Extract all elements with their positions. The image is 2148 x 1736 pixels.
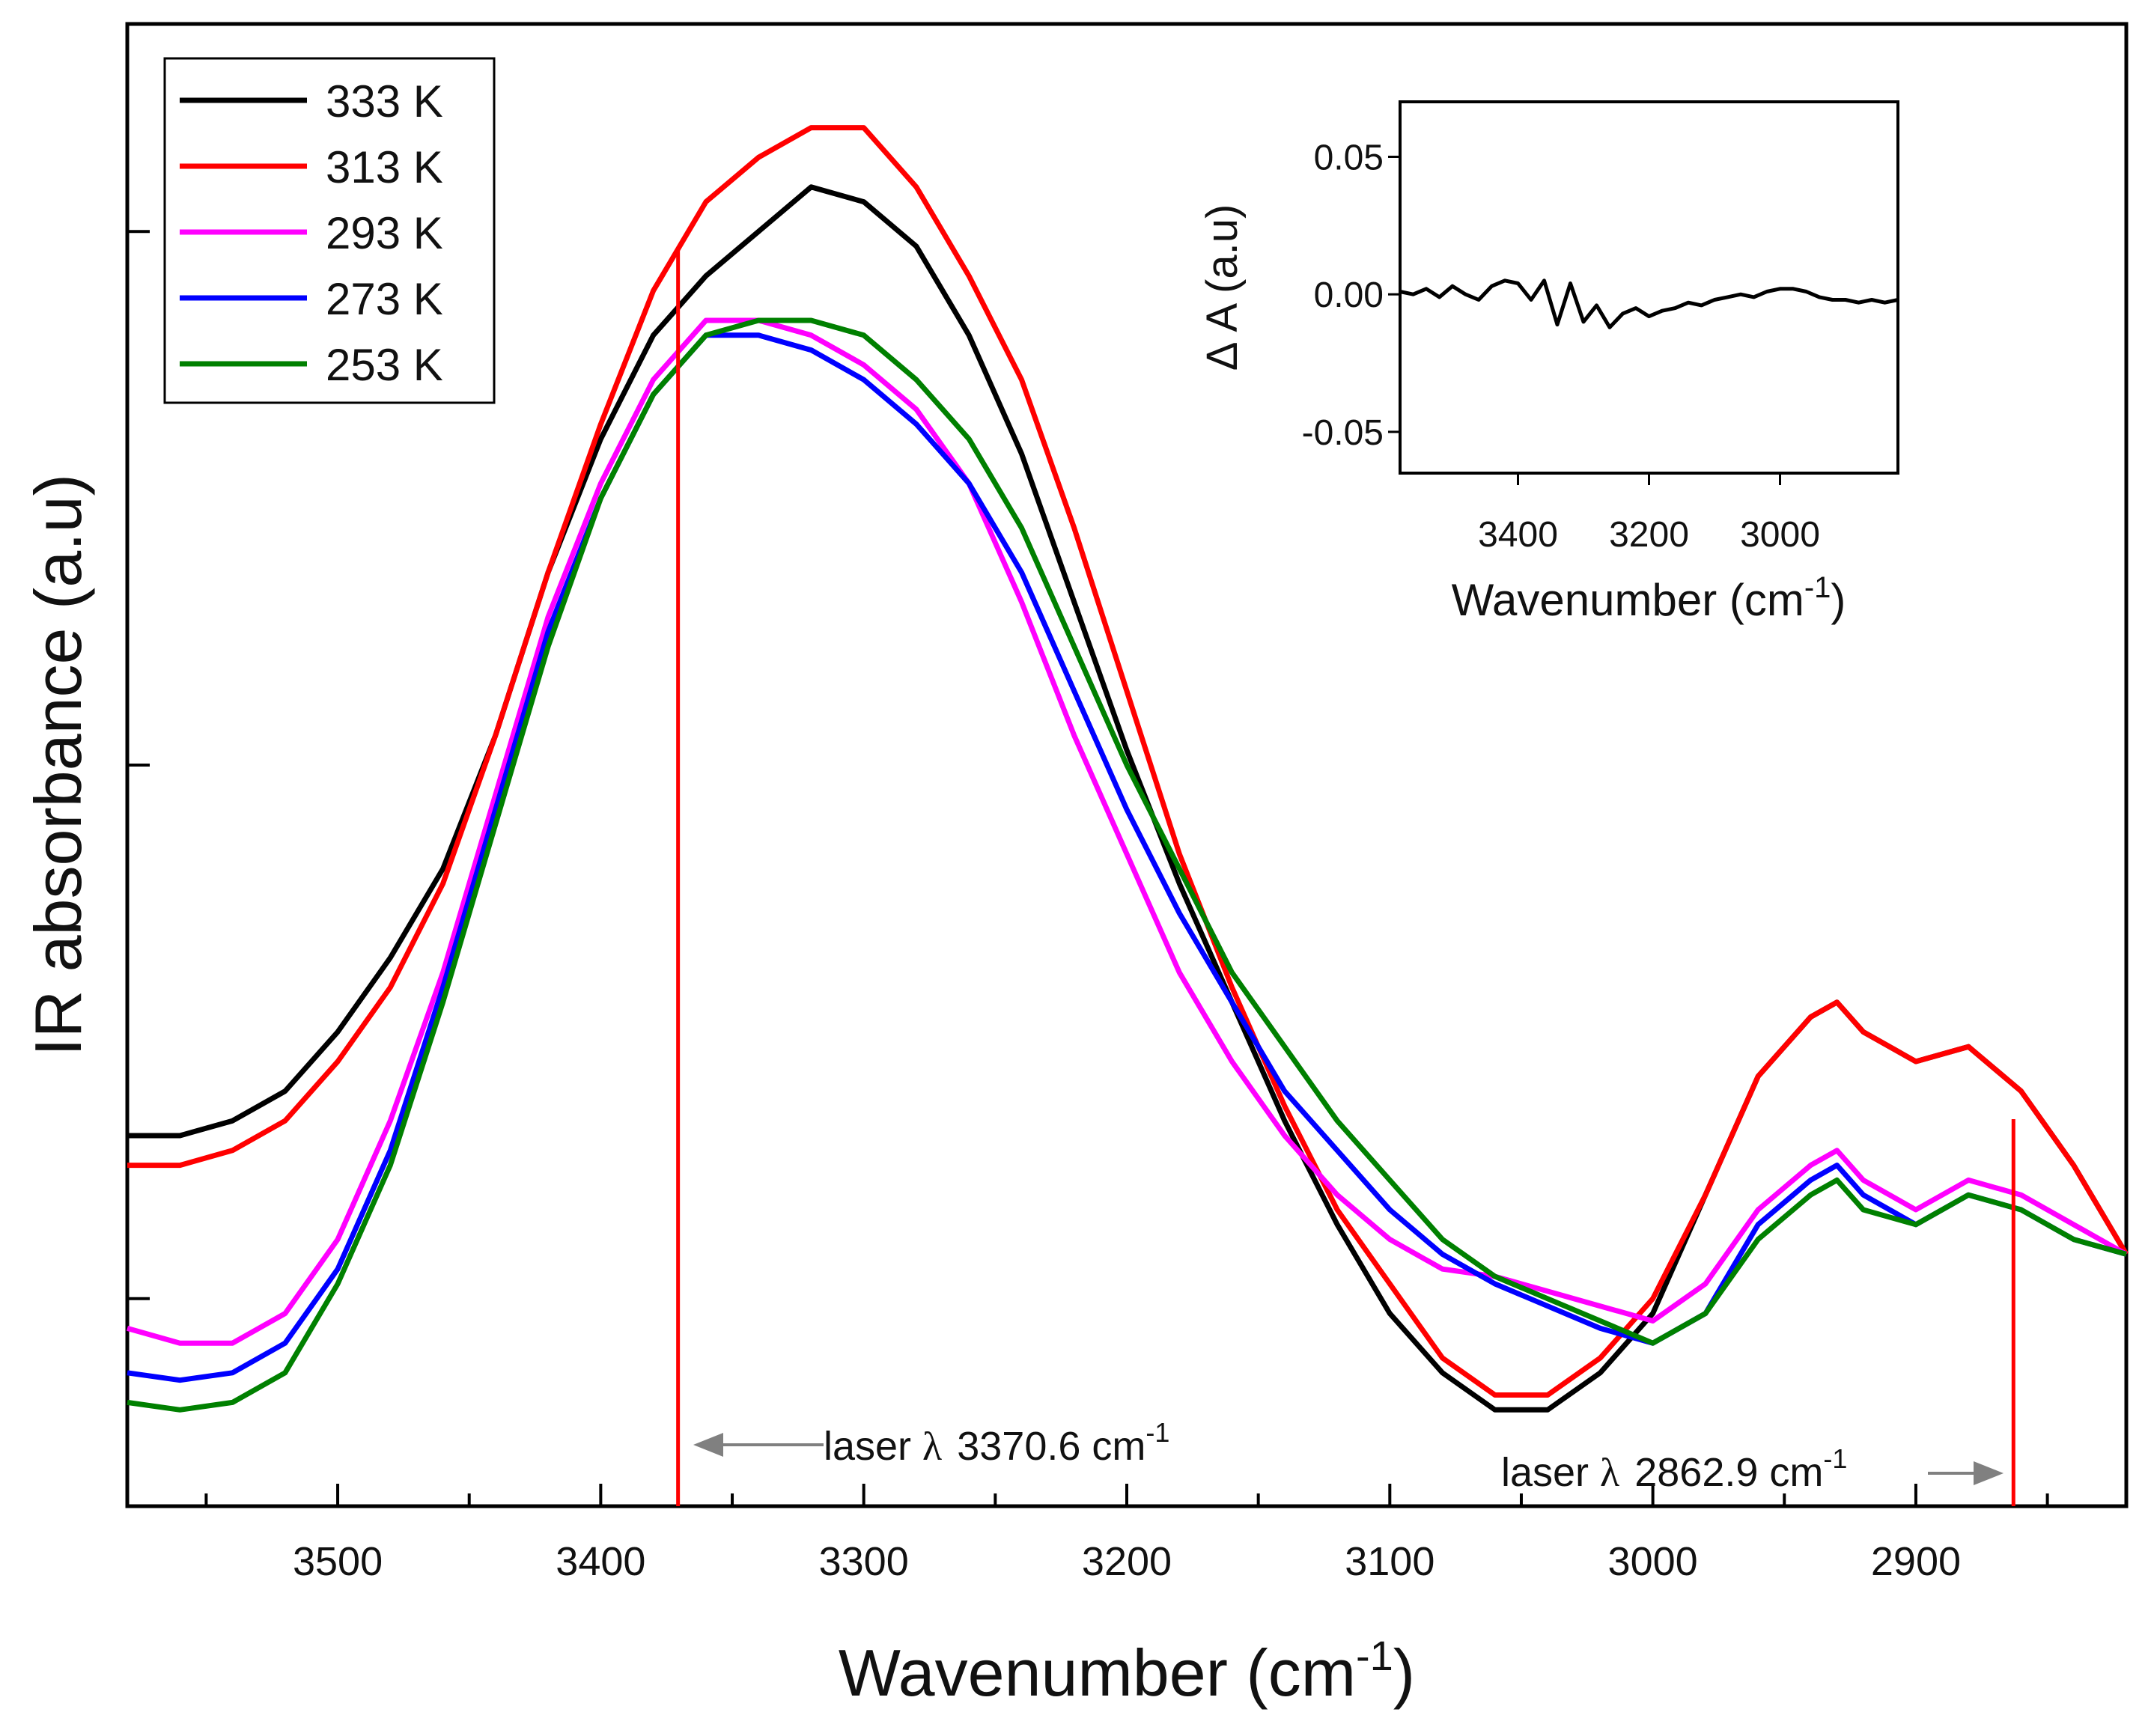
series-line-313k	[127, 125, 2129, 1398]
inset-y-tick-labels: 0.05 0.00 -0.05	[1302, 138, 1384, 452]
laser-annotation-3370: laser λ 3370.6 cm-1	[693, 1417, 1169, 1469]
x-tick-label: 3000	[1608, 1539, 1698, 1584]
x-axis-ticks	[204, 1484, 2049, 1506]
legend-entry: 293 K	[180, 208, 443, 258]
laser-annotation-2862: laser λ 2862.9 cm-1	[1501, 1443, 2004, 1495]
x-axis-label: Wavenumber (cm-1)	[839, 1632, 1415, 1710]
legend: 333 K 313 K 293 K 273 K 253 K	[163, 57, 496, 404]
x-tick-label: 2900	[1871, 1539, 1961, 1584]
inset-y-tick-label: 0.05	[1314, 138, 1384, 177]
legend-label: 333 K	[326, 76, 443, 127]
inset-y-axis-label: Δ A (a.u)	[1198, 204, 1247, 371]
arrow-left-icon	[693, 1433, 723, 1457]
series-line-293k	[127, 317, 2128, 1346]
inset-x-tick-label: 3200	[1609, 515, 1689, 555]
inset-y-tick-label: -0.05	[1302, 413, 1384, 453]
y-axis-label: IR absorbance (a.u)	[21, 474, 95, 1056]
series-line-253k	[127, 317, 2127, 1413]
legend-label: 313 K	[326, 142, 443, 192]
series-line-273k	[127, 332, 2127, 1383]
inset-x-tick-label: 3400	[1478, 515, 1558, 555]
x-tick-label: 3200	[1082, 1539, 1172, 1584]
legend-label: 253 K	[326, 340, 443, 390]
legend-label: 293 K	[326, 208, 443, 258]
legend-label: 273 K	[326, 274, 443, 324]
legend-entry: 333 K	[180, 76, 443, 127]
laser-label-3370: laser λ 3370.6 cm-1	[824, 1417, 1169, 1469]
inset-x-axis-label: Wavenumber (cm-1)	[1452, 571, 1846, 625]
main-series-group	[127, 125, 2129, 1413]
x-tick-labels: 3500 3400 3300 3200 3100 3000 2900	[293, 1539, 1961, 1584]
arrow-right-icon	[1974, 1461, 2004, 1485]
x-tick-label: 3400	[556, 1539, 645, 1584]
x-tick-label: 3100	[1345, 1539, 1434, 1584]
laser-label-2862: laser λ 2862.9 cm-1	[1501, 1443, 1847, 1495]
legend-entry: 313 K	[180, 142, 443, 192]
legend-entry: 253 K	[180, 340, 443, 390]
inset-x-tick-label: 3000	[1740, 515, 1820, 555]
inset-ticks	[1388, 155, 1781, 485]
legend-entry: 273 K	[180, 274, 443, 324]
inset-chart: 0.05 0.00 -0.05 3400 3200 3000 Wavenumbe…	[1198, 100, 1899, 625]
inset-series-line	[1399, 278, 1899, 329]
y-axis-ticks	[127, 230, 150, 1300]
inset-y-tick-label: 0.00	[1314, 275, 1384, 315]
x-tick-label: 3500	[293, 1539, 383, 1584]
x-tick-label: 3300	[819, 1539, 909, 1584]
inset-x-tick-labels: 3400 3200 3000	[1478, 515, 1820, 555]
inset-plot-frame	[1399, 100, 1899, 475]
